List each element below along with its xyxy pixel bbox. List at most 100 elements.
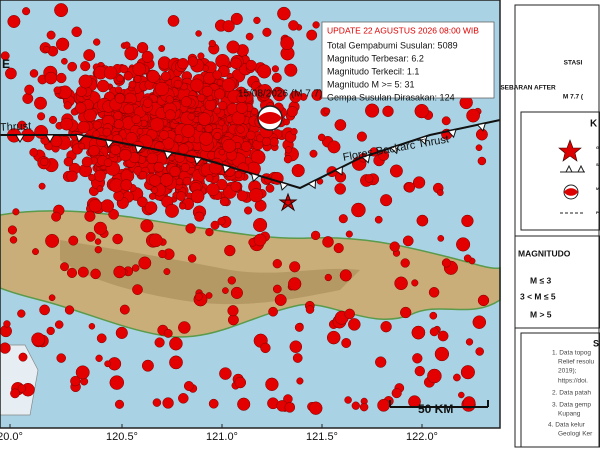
aftershock <box>236 190 248 202</box>
aftershock <box>222 20 235 33</box>
aftershock <box>404 181 416 193</box>
aftershock <box>364 174 374 183</box>
aftershock <box>5 67 17 80</box>
panel-header: SEBARAN AFTER <box>500 85 556 92</box>
aftershock <box>222 287 229 294</box>
aftershock <box>131 114 142 125</box>
aftershock <box>411 325 426 340</box>
aftershock <box>289 90 302 103</box>
aftershock <box>149 174 162 187</box>
aftershock <box>18 352 28 362</box>
aftershock <box>185 223 196 234</box>
aftershock <box>88 145 100 157</box>
aftershock <box>377 398 390 412</box>
aftershock <box>187 254 197 263</box>
aftershock <box>108 208 119 220</box>
aftershock <box>167 15 180 27</box>
aftershock <box>288 20 299 31</box>
aftershock <box>113 265 126 279</box>
aftershock <box>67 61 78 72</box>
aftershock <box>245 32 254 41</box>
aftershock <box>456 237 471 252</box>
aftershock <box>132 62 146 76</box>
aftershock <box>234 170 243 179</box>
aftershock <box>272 259 282 269</box>
aftershock <box>458 391 465 399</box>
aftershock <box>268 306 278 317</box>
aftershock <box>219 196 229 207</box>
aftershock <box>391 388 402 399</box>
aftershock <box>197 93 206 102</box>
aftershock <box>112 233 123 245</box>
aftershock <box>17 120 27 130</box>
aftershock <box>163 328 173 338</box>
aftershock <box>351 202 366 218</box>
aftershock <box>178 321 191 334</box>
aftershock <box>77 266 89 278</box>
aftershock <box>345 230 353 238</box>
aftershock <box>218 148 226 156</box>
aftershock <box>153 161 165 173</box>
aftershock <box>164 109 176 121</box>
update-line: Gempa Susulan Dirasakan: 124 <box>327 92 455 102</box>
aftershock <box>93 221 107 235</box>
aftershock <box>257 64 272 79</box>
aftershock <box>17 384 26 393</box>
aftershock <box>94 246 102 254</box>
aftershock <box>29 148 39 157</box>
aftershock <box>324 273 332 282</box>
aftershock <box>437 330 449 342</box>
aftershock <box>230 181 242 192</box>
aftershock <box>125 132 138 144</box>
aftershock <box>183 381 194 391</box>
aftershock <box>146 152 159 165</box>
aftershock <box>241 141 252 152</box>
aftershock <box>201 85 213 97</box>
thrust-teeth <box>15 122 487 191</box>
aftershock <box>178 393 189 404</box>
aftershock <box>54 3 69 18</box>
aftershock <box>22 7 31 16</box>
aftershock <box>475 144 483 152</box>
aftershock <box>477 294 490 307</box>
aftershock <box>114 399 125 409</box>
aftershock <box>169 355 183 370</box>
source-line: 3. Data gemp <box>552 402 591 409</box>
x-axis-label: 121.0° <box>206 431 238 443</box>
aftershock <box>249 188 264 203</box>
aftershock <box>176 191 186 201</box>
aftershock <box>213 107 221 115</box>
aftershock <box>60 262 69 272</box>
aftershock <box>244 206 253 215</box>
aftershock <box>292 353 303 363</box>
aftershock <box>165 203 179 218</box>
thrust-tooth <box>361 154 371 164</box>
scale-label: 50 KM <box>418 402 453 416</box>
thrust-tooth <box>104 139 115 149</box>
aftershock <box>382 105 394 117</box>
aftershock <box>143 98 153 108</box>
thrust-tooth <box>193 156 203 166</box>
aftershock <box>344 396 352 404</box>
aftershock <box>34 124 49 139</box>
aftershock <box>77 120 90 134</box>
thrust-tooth <box>476 122 487 132</box>
aftershock <box>80 61 91 72</box>
aftershock <box>44 71 58 85</box>
source-line: Kupang <box>558 411 581 418</box>
aftershock <box>48 294 56 302</box>
aftershock <box>290 128 298 136</box>
aftershock <box>253 16 261 25</box>
panel-header: M 7.7 ( <box>563 94 584 101</box>
aftershock <box>400 306 412 319</box>
aftershock <box>0 342 11 354</box>
aftershock <box>317 133 326 142</box>
aftershock <box>144 201 158 214</box>
aftershock <box>389 164 403 178</box>
aftershock <box>81 156 93 168</box>
beachball-fill <box>258 112 282 124</box>
aftershock <box>341 338 352 348</box>
aftershock <box>441 258 451 268</box>
aftershock <box>222 138 237 153</box>
aftershock <box>151 186 159 194</box>
